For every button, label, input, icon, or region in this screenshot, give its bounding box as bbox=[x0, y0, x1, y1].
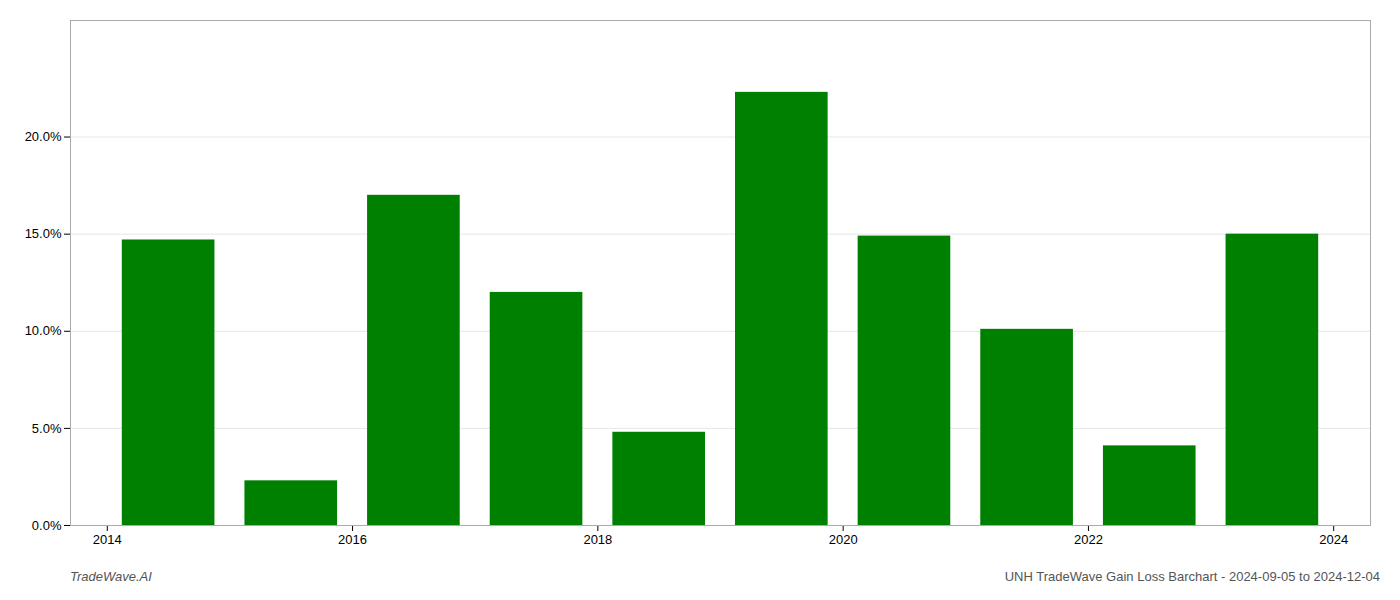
svg-text:2016: 2016 bbox=[338, 532, 367, 547]
svg-text:2018: 2018 bbox=[583, 532, 612, 547]
svg-text:2020: 2020 bbox=[829, 532, 858, 547]
html-text:TradeWave.AI: TradeWave.AI bbox=[70, 569, 152, 584]
svg-text:5.0%: 5.0% bbox=[32, 421, 62, 436]
svg-text:2024: 2024 bbox=[1319, 532, 1348, 547]
svg-text:10.0%: 10.0% bbox=[25, 323, 62, 338]
svg-text:2022: 2022 bbox=[1074, 532, 1103, 547]
svg-text:0.0%: 0.0% bbox=[32, 518, 62, 533]
html-text:UNH TradeWave Gain Loss Barcha: UNH TradeWave Gain Loss Barchart - 2024-… bbox=[1004, 569, 1380, 584]
svg-text:15.0%: 15.0% bbox=[25, 226, 62, 241]
svg-text:2014: 2014 bbox=[93, 532, 122, 547]
svg-text:20.0%: 20.0% bbox=[25, 129, 62, 144]
